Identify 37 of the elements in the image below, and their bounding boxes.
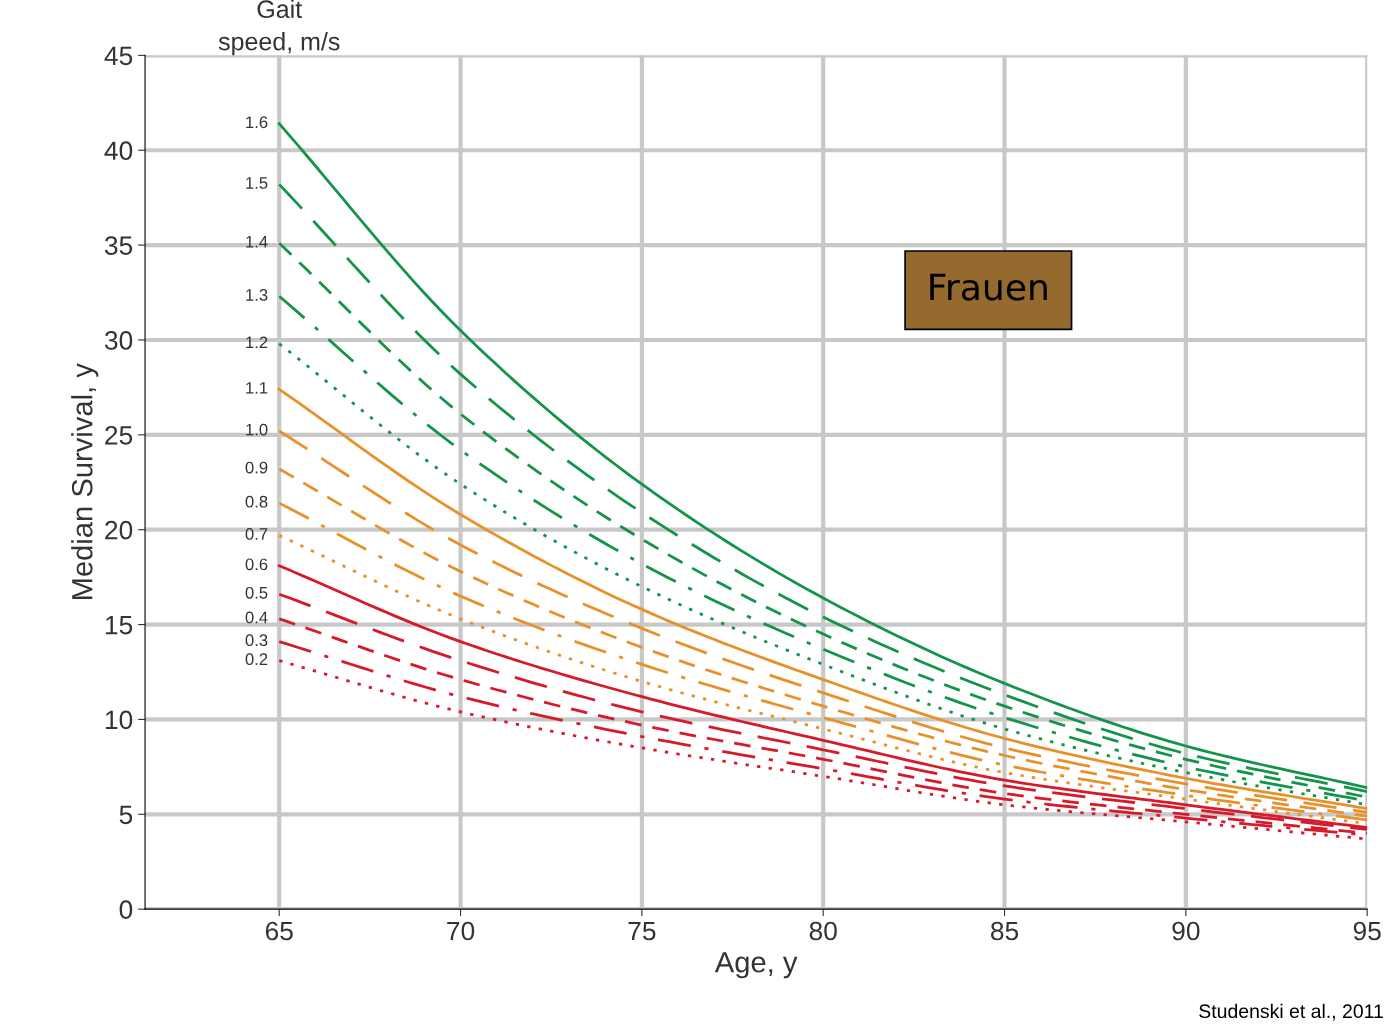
annotation: Frauen xyxy=(930,273,1047,301)
y-tick-label: 10 xyxy=(105,710,133,730)
x-tick-label: 75 xyxy=(628,921,656,941)
series-label: 1.2 xyxy=(246,336,268,349)
y-tick-label: 0 xyxy=(119,900,133,919)
series-label: 0.9 xyxy=(245,461,268,474)
series-label: 0.6 xyxy=(245,558,268,571)
x-tick-label: 90 xyxy=(1172,921,1200,941)
series-label: 0.5 xyxy=(245,586,268,599)
series-label: 0.7 xyxy=(245,528,268,540)
text: Studenski et al., 2011 xyxy=(1199,1003,1383,1021)
series-label: 1.3 xyxy=(246,288,268,301)
x-tick-label: 70 xyxy=(447,921,475,941)
x-tick-label: 85 xyxy=(991,921,1019,941)
y-tick-label: 5 xyxy=(119,805,133,825)
y-tick-label: 40 xyxy=(104,141,133,161)
series-label: 1.1 xyxy=(246,382,268,394)
y-tick-label: 20 xyxy=(105,520,133,540)
legend-title: Gait speed, m/s xyxy=(218,0,340,56)
x-tick-label: 65 xyxy=(265,921,293,941)
y-tick-label: 25 xyxy=(105,425,133,445)
y-tick-label: 35 xyxy=(104,236,133,255)
series-label: 1.0 xyxy=(246,423,268,436)
x-tick-label: 95 xyxy=(1353,921,1381,941)
y-tick-label: 45 xyxy=(104,46,133,66)
series-label: 0.4 xyxy=(245,611,268,624)
y-tick-label: 30 xyxy=(104,331,133,350)
series-label: 0.2 xyxy=(245,653,268,666)
x-tick-label: 80 xyxy=(809,921,837,941)
series-label: 1.6 xyxy=(246,116,268,129)
series-label: 0.8 xyxy=(245,495,268,508)
series-label: 1.5 xyxy=(246,177,268,189)
series-label: 0.3 xyxy=(245,634,268,647)
y-tick-label: 15 xyxy=(105,615,133,635)
y-axis-title: Median Survival, y xyxy=(71,363,99,600)
series-label: 1.4 xyxy=(246,236,268,248)
x-axis-title: Age, y xyxy=(714,952,798,979)
